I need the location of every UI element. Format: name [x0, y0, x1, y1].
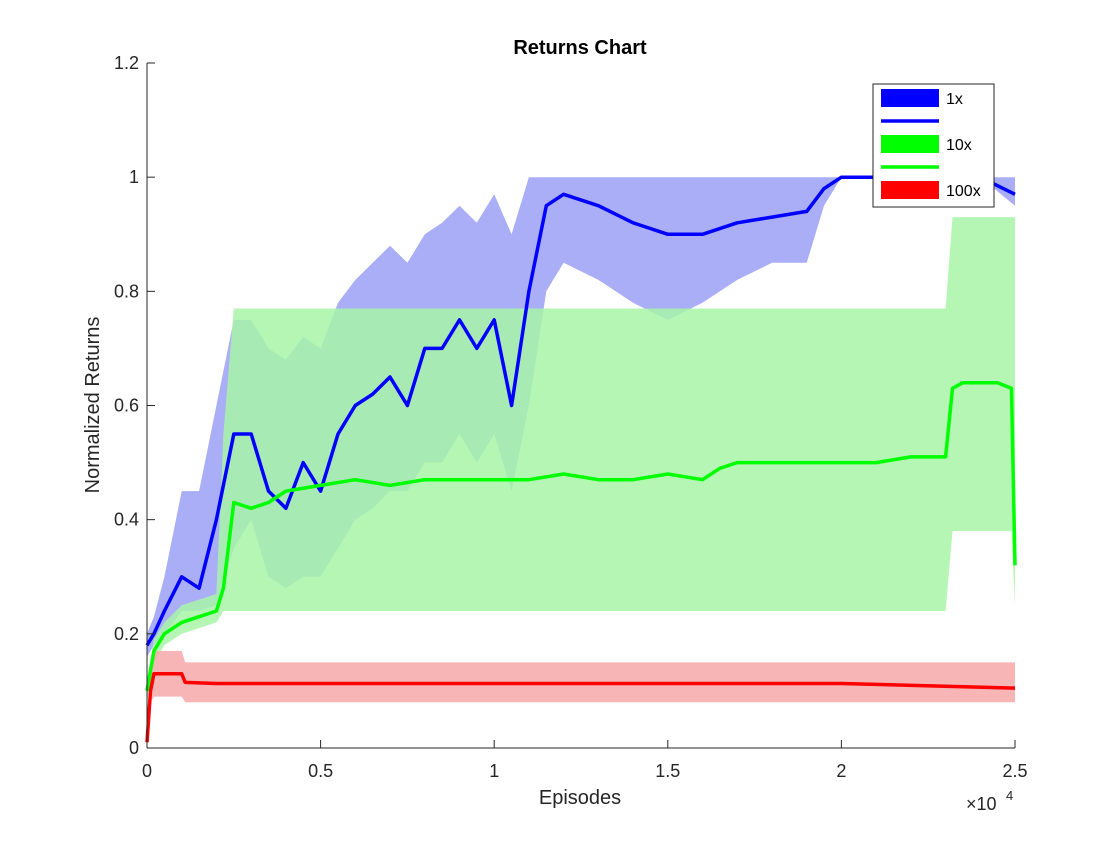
x-tick-label: 0 [142, 761, 152, 781]
legend-label-10x: 10x [946, 137, 972, 154]
x-tick-label: 1.5 [655, 761, 680, 781]
y-tick-label: 0.8 [114, 281, 139, 301]
legend-label-100x: 100x [946, 183, 981, 200]
axes: 0 0.5 1 1.5 2 2.5 0 0.2 0.4 0.6 0.8 1 1.2 [114, 53, 1028, 781]
band-100x [147, 651, 1015, 748]
line-100x [145, 672, 1016, 743]
confidence-bands [147, 177, 1015, 748]
x-exponent-base: ×10 [966, 794, 997, 814]
line-1x [145, 175, 1016, 647]
line-10x [145, 380, 1017, 692]
y-tick-label: 0.4 [114, 510, 139, 530]
legend: 1x 10x 100x [872, 83, 995, 208]
x-axis-label: Episodes [539, 787, 621, 809]
x-exponent-power: 4 [1006, 788, 1013, 803]
y-tick-label: 1.2 [114, 53, 139, 73]
band-1x [147, 177, 1015, 657]
legend-label-1x: 1x [946, 91, 963, 108]
series-lines [145, 175, 1017, 743]
x-tick-label: 2.5 [1002, 761, 1027, 781]
y-tick-label: 0.6 [114, 396, 139, 416]
y-tick-label: 0.2 [114, 624, 139, 644]
x-exponent: ×10 4 [966, 788, 1013, 814]
chart-title: Returns Chart [513, 37, 647, 59]
x-tick-label: 1 [489, 761, 499, 781]
x-tick-label: 0.5 [308, 761, 333, 781]
band-10x [147, 217, 1015, 703]
legend-swatch-1x [881, 89, 939, 107]
x-tick-label: 2 [836, 761, 846, 781]
legend-swatch-10x [881, 135, 939, 153]
y-axis-label: Normalized Returns [82, 317, 104, 494]
y-tick-label: 1 [129, 167, 139, 187]
y-tick-label: 0 [129, 738, 139, 758]
legend-swatch-100x [881, 181, 939, 199]
